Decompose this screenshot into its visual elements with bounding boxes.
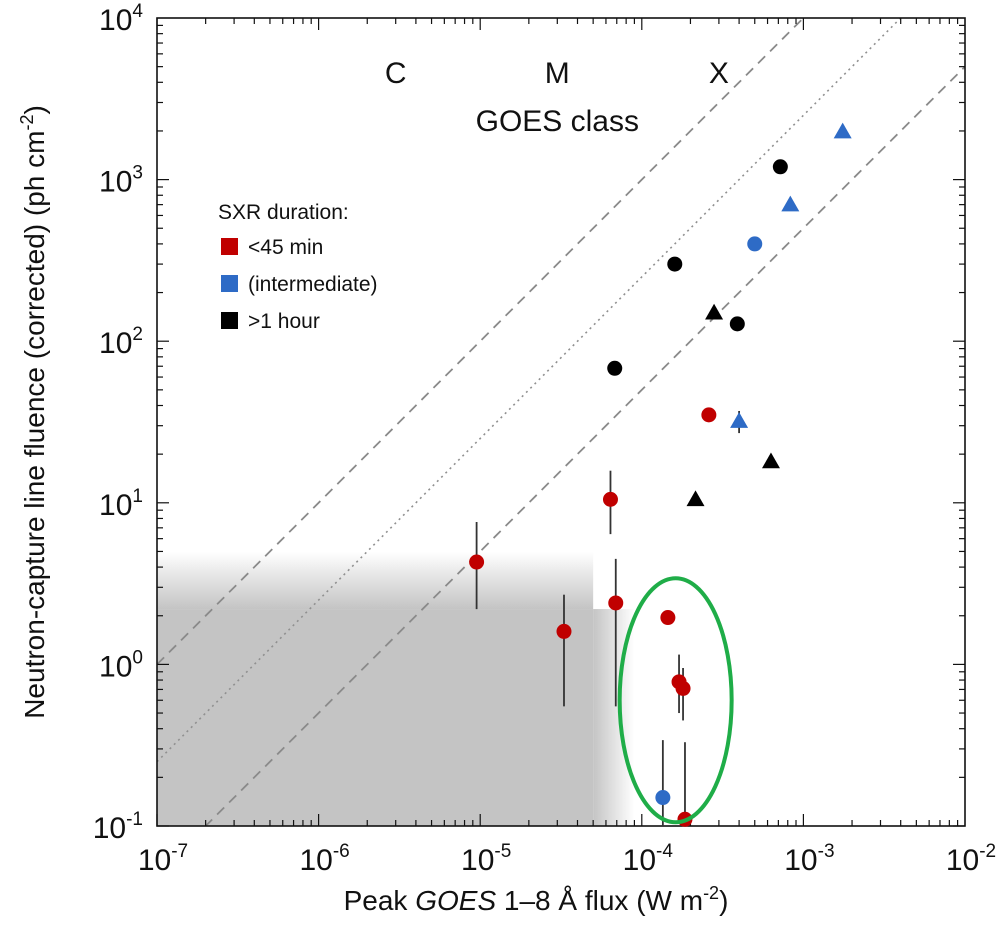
reference-lines bbox=[157, 18, 965, 826]
data-point-circle bbox=[655, 790, 671, 806]
y-axis-title: Neutron-capture line fluence (corrected)… bbox=[17, 105, 50, 719]
legend-title: SXR duration: bbox=[218, 201, 349, 224]
data-point-triangle bbox=[833, 122, 852, 139]
axis-ticks bbox=[156, 18, 965, 827]
data-point-circle bbox=[667, 256, 683, 272]
goes-class-labels: C M X GOES class bbox=[385, 57, 729, 138]
x-axis-title: Peak GOES 1–8 Å flux (W m-2) bbox=[344, 883, 729, 916]
plot-frame-rect bbox=[156, 17, 966, 827]
legend-swatch bbox=[221, 238, 238, 255]
data-point-triangle bbox=[781, 195, 800, 212]
y-tick-label: 10-1 bbox=[93, 809, 143, 845]
data-point-triangle bbox=[705, 303, 724, 320]
data-point-circle bbox=[556, 623, 572, 639]
goes-class-M: M bbox=[545, 57, 570, 90]
legend-swatch bbox=[221, 275, 238, 292]
highlight-ellipse-shape bbox=[617, 576, 734, 825]
legend-swatch bbox=[221, 312, 238, 329]
data-point-circle bbox=[607, 360, 623, 376]
x-tick-label: 10-3 bbox=[784, 841, 834, 877]
shade-top-fade bbox=[157, 551, 594, 610]
x-tick-label: 10-4 bbox=[623, 841, 674, 877]
y-tick-label: 103 bbox=[99, 163, 143, 199]
legend: SXR duration: <45 min (intermediate) >1 hou… bbox=[218, 201, 378, 333]
shaded-region bbox=[157, 551, 635, 826]
legend-item-label: <45 min bbox=[248, 236, 323, 259]
y-tick-label: 100 bbox=[99, 647, 143, 683]
x-tick-label: 10-7 bbox=[138, 841, 188, 877]
goes-class-title: GOES class bbox=[476, 105, 639, 138]
y-tick-label: 104 bbox=[99, 1, 143, 37]
data-point-circle bbox=[747, 236, 763, 252]
axis-titles: Peak GOES 1–8 Å flux (W m-2) Neutron-capt… bbox=[17, 105, 728, 916]
data-point-circle bbox=[608, 595, 624, 611]
legend-item-label: (intermediate) bbox=[248, 273, 378, 296]
y-tick-label: 102 bbox=[99, 324, 143, 360]
x-tick-label: 10-2 bbox=[946, 841, 996, 877]
data-point-circle bbox=[469, 554, 485, 570]
data-point-circle bbox=[701, 407, 717, 423]
data-point-circle bbox=[675, 680, 691, 696]
reference-line-dashed-0 bbox=[157, 18, 805, 666]
plot-frame bbox=[156, 17, 966, 827]
data-point-triangle bbox=[686, 490, 705, 507]
data-point-circle bbox=[602, 491, 618, 507]
data-point-circle bbox=[660, 610, 676, 626]
shade-core bbox=[157, 609, 594, 826]
reference-line-dotted-1 bbox=[157, 18, 902, 763]
reference-line-dashed-2 bbox=[204, 66, 965, 826]
goes-class-X: X bbox=[709, 57, 729, 90]
goes-class-C: C bbox=[385, 57, 407, 90]
data-point-circle bbox=[729, 316, 745, 332]
data-point-triangle bbox=[730, 412, 749, 428]
x-tick-label: 10-6 bbox=[299, 841, 349, 877]
tick-labels: 10-7 10-6 10-5 10-4 10-3 10-2 10-1 100 101 102 103… bbox=[93, 1, 996, 877]
highlight-ellipse bbox=[617, 576, 734, 825]
data-point-circle bbox=[772, 159, 788, 175]
data-point-triangle bbox=[761, 452, 780, 469]
x-tick-label: 10-5 bbox=[461, 841, 511, 877]
data-points bbox=[469, 122, 852, 827]
legend-item-label: >1 hour bbox=[248, 310, 320, 333]
y-tick-label: 101 bbox=[99, 486, 143, 522]
